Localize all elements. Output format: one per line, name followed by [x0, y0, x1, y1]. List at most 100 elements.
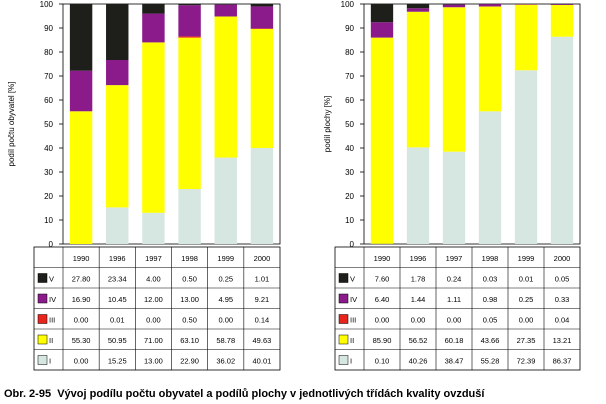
- x-category-label: 1997: [446, 254, 463, 263]
- data-label-iv-2000: 0.33: [555, 295, 570, 304]
- legend-swatch-i: [338, 355, 349, 365]
- data-label-v-1997: 0.24: [447, 275, 462, 284]
- data-label-i-1997: 38.47: [445, 357, 464, 366]
- data-label-iii-1999: 0.00: [218, 316, 233, 325]
- data-label-ii-1990: 85.90: [373, 336, 392, 345]
- data-label-i-1996: 15.25: [108, 357, 127, 366]
- bar-i-1996: [406, 147, 430, 244]
- bar-i-1998: [178, 189, 201, 244]
- bar-i-1997: [142, 212, 165, 244]
- data-label-iii-1996: 0.01: [110, 316, 125, 325]
- data-label-iii-1998: 0.50: [182, 316, 197, 325]
- bar-v-1990: [370, 4, 394, 23]
- x-category-label: 2000: [554, 254, 571, 263]
- bar-iv-1998: [178, 5, 201, 37]
- bar-v-1998: [178, 4, 201, 6]
- data-label-iv-1998: 0.98: [483, 295, 498, 304]
- data-label-i-1997: 13.00: [144, 357, 163, 366]
- data-label-iv-1998: 13.00: [180, 295, 199, 304]
- legend-label-iv: IV: [49, 295, 56, 304]
- data-label-iii-1997: 0.00: [447, 316, 462, 325]
- data-label-i-1998: 22.90: [180, 357, 199, 366]
- legend-label-i: I: [350, 357, 352, 366]
- data-label-ii-1990: 55.30: [72, 336, 91, 345]
- legend-label-ii: II: [350, 336, 354, 345]
- legend-swatch-iii: [338, 314, 349, 324]
- data-label-v-1997: 4.00: [146, 275, 161, 284]
- y-tick-label: 80: [44, 48, 53, 57]
- data-label-iv-1996: 10.45: [108, 295, 127, 304]
- plot-area: [62, 3, 281, 245]
- area-share-chart: 0 10 20 30 40 50 60 70 80 90 100 podíl plochy [%] 19…: [323, 0, 581, 371]
- y-tick-label: 60: [44, 96, 53, 105]
- data-label-i-1999: 36.02: [216, 357, 235, 366]
- x-category-label: 1999: [518, 254, 535, 263]
- y-tick-label: 10: [44, 216, 53, 225]
- bar-i-1999: [214, 157, 237, 244]
- y-tick-label: 70: [345, 72, 354, 81]
- legend-label-iii: III: [350, 316, 356, 325]
- bar-i-1998: [478, 111, 502, 244]
- x-category-label: 1990: [73, 254, 90, 263]
- y-tick-label: 100: [341, 0, 355, 9]
- bar-iv-2000: [550, 4, 574, 5]
- bar-ii-2000: [550, 5, 574, 37]
- bar-ii-1990: [69, 111, 93, 244]
- bar-iv-1996: [106, 60, 129, 86]
- bar-iv-1997: [442, 4, 466, 8]
- bar-v-1997: [442, 4, 466, 5]
- bar-iv-1999: [514, 4, 538, 5]
- y-tick-label: 40: [345, 144, 354, 153]
- y-tick-label: 0: [49, 240, 54, 249]
- figure-caption: Obr. 2-95 Vývoj podílu počtu obyvatel a …: [4, 388, 484, 400]
- legend-swatch-ii: [338, 334, 349, 345]
- legend-swatch-iii: [37, 314, 48, 324]
- data-label-ii-2000: 49.63: [253, 336, 272, 345]
- plot-area: [363, 3, 581, 245]
- y-tick-label: 20: [44, 192, 53, 201]
- legend-swatch-v: [37, 273, 48, 283]
- bar-v-2000: [250, 4, 274, 7]
- data-label-iii-2000: 0.04: [555, 316, 570, 325]
- data-label-i-1999: 72.39: [517, 357, 536, 366]
- y-tick-label: 20: [345, 192, 354, 201]
- data-label-iv-2000: 9.21: [255, 295, 270, 304]
- y-tick-label: 10: [345, 216, 354, 225]
- bar-i-2000: [250, 147, 274, 244]
- data-label-iv-1999: 4.95: [218, 295, 233, 304]
- legend-swatch-iv: [37, 293, 48, 304]
- legend-swatch-iv: [338, 293, 349, 304]
- bar-v-1996: [406, 4, 430, 9]
- data-label-i-1990: 0.00: [74, 357, 89, 366]
- data-label-iii-1990: 0.00: [375, 316, 390, 325]
- bar-v-1997: [142, 4, 165, 14]
- y-tick-label: 80: [345, 48, 354, 57]
- bar-v-1999: [214, 4, 237, 5]
- data-label-v-1998: 0.03: [483, 275, 498, 284]
- y-tick-label: 40: [44, 144, 53, 153]
- data-label-iii-2000: 0.14: [255, 316, 270, 325]
- data-label-ii-1999: 27.35: [517, 336, 536, 345]
- x-category-label: 1998: [181, 254, 198, 263]
- data-label-ii-1999: 58.78: [216, 336, 235, 345]
- data-label-ii-1997: 60.18: [445, 336, 464, 345]
- x-category-label: 1997: [145, 254, 162, 263]
- bar-iv-1996: [406, 8, 430, 12]
- data-label-iii-1996: 0.00: [411, 316, 426, 325]
- legend-label-v: V: [49, 275, 54, 284]
- data-label-iii-1998: 0.05: [483, 316, 498, 325]
- data-label-v-1996: 23.34: [108, 275, 127, 284]
- legend-label-i: I: [49, 357, 51, 366]
- data-label-iv-1996: 1.44: [411, 295, 426, 304]
- y-axis-label: podíl počtu obyvatel [%]: [7, 82, 16, 167]
- x-category-label: 1990: [374, 254, 391, 263]
- data-label-ii-1997: 71.00: [144, 336, 163, 345]
- bar-i-1999: [514, 70, 538, 244]
- data-label-v-1999: 0.01: [519, 275, 534, 284]
- legend-swatch-ii: [37, 334, 48, 345]
- y-axis-label: podíl plochy [%]: [323, 96, 332, 152]
- data-label-iii-1990: 0.00: [74, 316, 89, 325]
- bar-i-1996: [106, 207, 129, 244]
- data-label-iii-1997: 0.00: [146, 316, 161, 325]
